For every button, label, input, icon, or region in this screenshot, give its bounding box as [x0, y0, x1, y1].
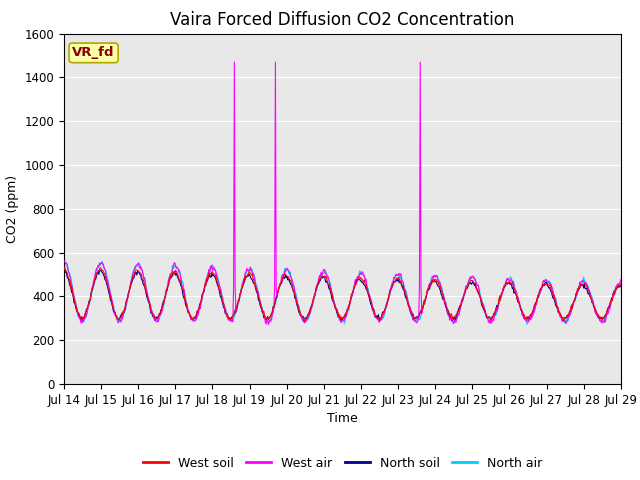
- Title: Vaira Forced Diffusion CO2 Concentration: Vaira Forced Diffusion CO2 Concentration: [170, 11, 515, 29]
- Y-axis label: CO2 (ppm): CO2 (ppm): [6, 175, 19, 243]
- Text: VR_fd: VR_fd: [72, 47, 115, 60]
- Legend: West soil, West air, North soil, North air: West soil, West air, North soil, North a…: [138, 452, 547, 475]
- X-axis label: Time: Time: [327, 412, 358, 425]
